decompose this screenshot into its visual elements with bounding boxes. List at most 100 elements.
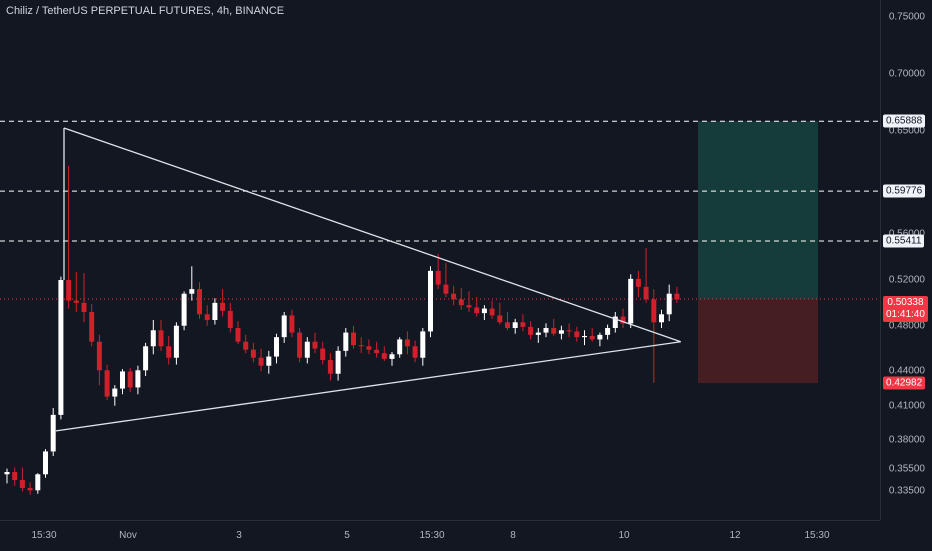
price-chart[interactable] xyxy=(0,0,880,520)
candle-body xyxy=(312,341,318,349)
candle-body xyxy=(258,357,264,366)
price-tick-label: 0.38000 xyxy=(888,434,925,446)
candle-body xyxy=(73,300,79,303)
stop-zone xyxy=(698,298,818,384)
candle-body xyxy=(428,270,433,332)
price-tick-label: 0.48000 xyxy=(888,320,925,332)
candle-body xyxy=(535,332,541,335)
candle-body xyxy=(96,341,102,371)
candle-body xyxy=(497,315,503,323)
time-tick-label: 12 xyxy=(729,530,741,541)
candle-body xyxy=(227,310,233,328)
candle-body xyxy=(335,350,341,374)
candle-body xyxy=(235,328,241,342)
candle-body xyxy=(381,353,387,359)
candle-body xyxy=(58,280,64,415)
candle-body xyxy=(343,332,349,351)
candle-body xyxy=(397,339,403,355)
stop-price-label: 0.42982 xyxy=(883,376,926,390)
triangle-upper-line xyxy=(63,127,681,343)
time-tick-label: 8 xyxy=(510,530,516,541)
candle-body xyxy=(589,336,595,340)
price-tick-label: 0.44000 xyxy=(888,365,925,377)
candle-body xyxy=(204,314,210,320)
candle-body xyxy=(304,341,310,358)
candle-body xyxy=(582,336,587,338)
candle-body xyxy=(320,348,326,360)
candle-body xyxy=(458,299,464,306)
candle-body xyxy=(243,341,249,350)
candle-body xyxy=(274,337,279,357)
candle-body xyxy=(120,371,125,389)
candle-body xyxy=(659,314,664,323)
candle-body xyxy=(150,330,156,347)
candle-body xyxy=(81,302,87,312)
candle-body xyxy=(297,332,303,358)
candle-body xyxy=(27,488,33,491)
candle-body xyxy=(66,280,72,301)
candle-body xyxy=(620,316,626,324)
candle-body xyxy=(605,328,611,335)
candle-body xyxy=(474,307,480,314)
candle-body xyxy=(520,322,526,327)
price-tick-label: 0.41000 xyxy=(888,400,925,412)
candle-body xyxy=(189,289,195,294)
time-axis[interactable]: 15:30 Nov 3 5 15:30 8 10 12 15:30 xyxy=(0,520,880,551)
candle-body xyxy=(166,346,172,358)
candle-body xyxy=(412,346,418,358)
candle-body xyxy=(104,370,110,397)
target-zone xyxy=(698,121,818,299)
candle-body xyxy=(612,316,618,328)
level-price-label: 0.65888 xyxy=(883,114,926,128)
candle-body xyxy=(512,322,518,328)
candle-body xyxy=(466,305,472,308)
price-axis[interactable]: 0.75000 0.70000 0.65000 0.56000 0.52000 0.480… xyxy=(880,0,932,520)
candle-body xyxy=(366,346,372,350)
time-tick-label: 15:30 xyxy=(804,530,830,541)
price-tick-label: 0.75000 xyxy=(888,11,925,23)
current-price-value: 0.50338 xyxy=(887,296,924,308)
level-price-label: 0.59776 xyxy=(883,184,926,198)
candle-body xyxy=(635,278,641,287)
price-tick-label: 0.35500 xyxy=(888,463,925,475)
candle-body xyxy=(389,354,395,359)
price-tick-label: 0.70000 xyxy=(888,68,925,80)
candle-body xyxy=(674,293,680,300)
current-price-label: 0.50338 01:41:40 xyxy=(883,295,928,322)
candle-body xyxy=(127,371,133,388)
candle-body xyxy=(481,308,487,314)
candle-body xyxy=(443,284,449,294)
price-tick-label: 0.52000 xyxy=(888,274,925,286)
candle-body xyxy=(435,270,441,285)
candle-body xyxy=(173,325,179,358)
candle-body xyxy=(351,332,356,346)
triangle-lower-line xyxy=(55,341,681,432)
candle-body xyxy=(489,308,495,316)
candle-body xyxy=(250,349,256,358)
time-tick-label: 15:30 xyxy=(31,530,57,541)
level-price-label: 0.55411 xyxy=(883,234,925,248)
time-tick-label: Nov xyxy=(119,530,137,541)
candle-body xyxy=(451,293,457,300)
candle-body xyxy=(143,346,149,371)
price-tick-label: 0.65000 xyxy=(888,125,925,137)
candle-body xyxy=(135,370,141,388)
candle-body xyxy=(558,330,564,334)
candle-body xyxy=(666,293,672,315)
candle-body xyxy=(12,472,18,480)
candle-body xyxy=(19,480,25,488)
candle-body xyxy=(358,345,364,347)
candle-body xyxy=(551,328,557,334)
bar-countdown: 01:41:40 xyxy=(886,308,925,320)
candle-body xyxy=(4,472,10,475)
candle-body xyxy=(281,315,287,338)
candle-body xyxy=(50,414,56,452)
candle-body xyxy=(404,339,410,347)
candle-body xyxy=(651,299,657,323)
price-tick-label: 0.56000 xyxy=(889,229,925,240)
candle-body xyxy=(543,328,549,333)
price-tick-label: 0.33500 xyxy=(888,485,925,497)
candle-body xyxy=(597,334,603,340)
candle-body xyxy=(289,315,295,333)
